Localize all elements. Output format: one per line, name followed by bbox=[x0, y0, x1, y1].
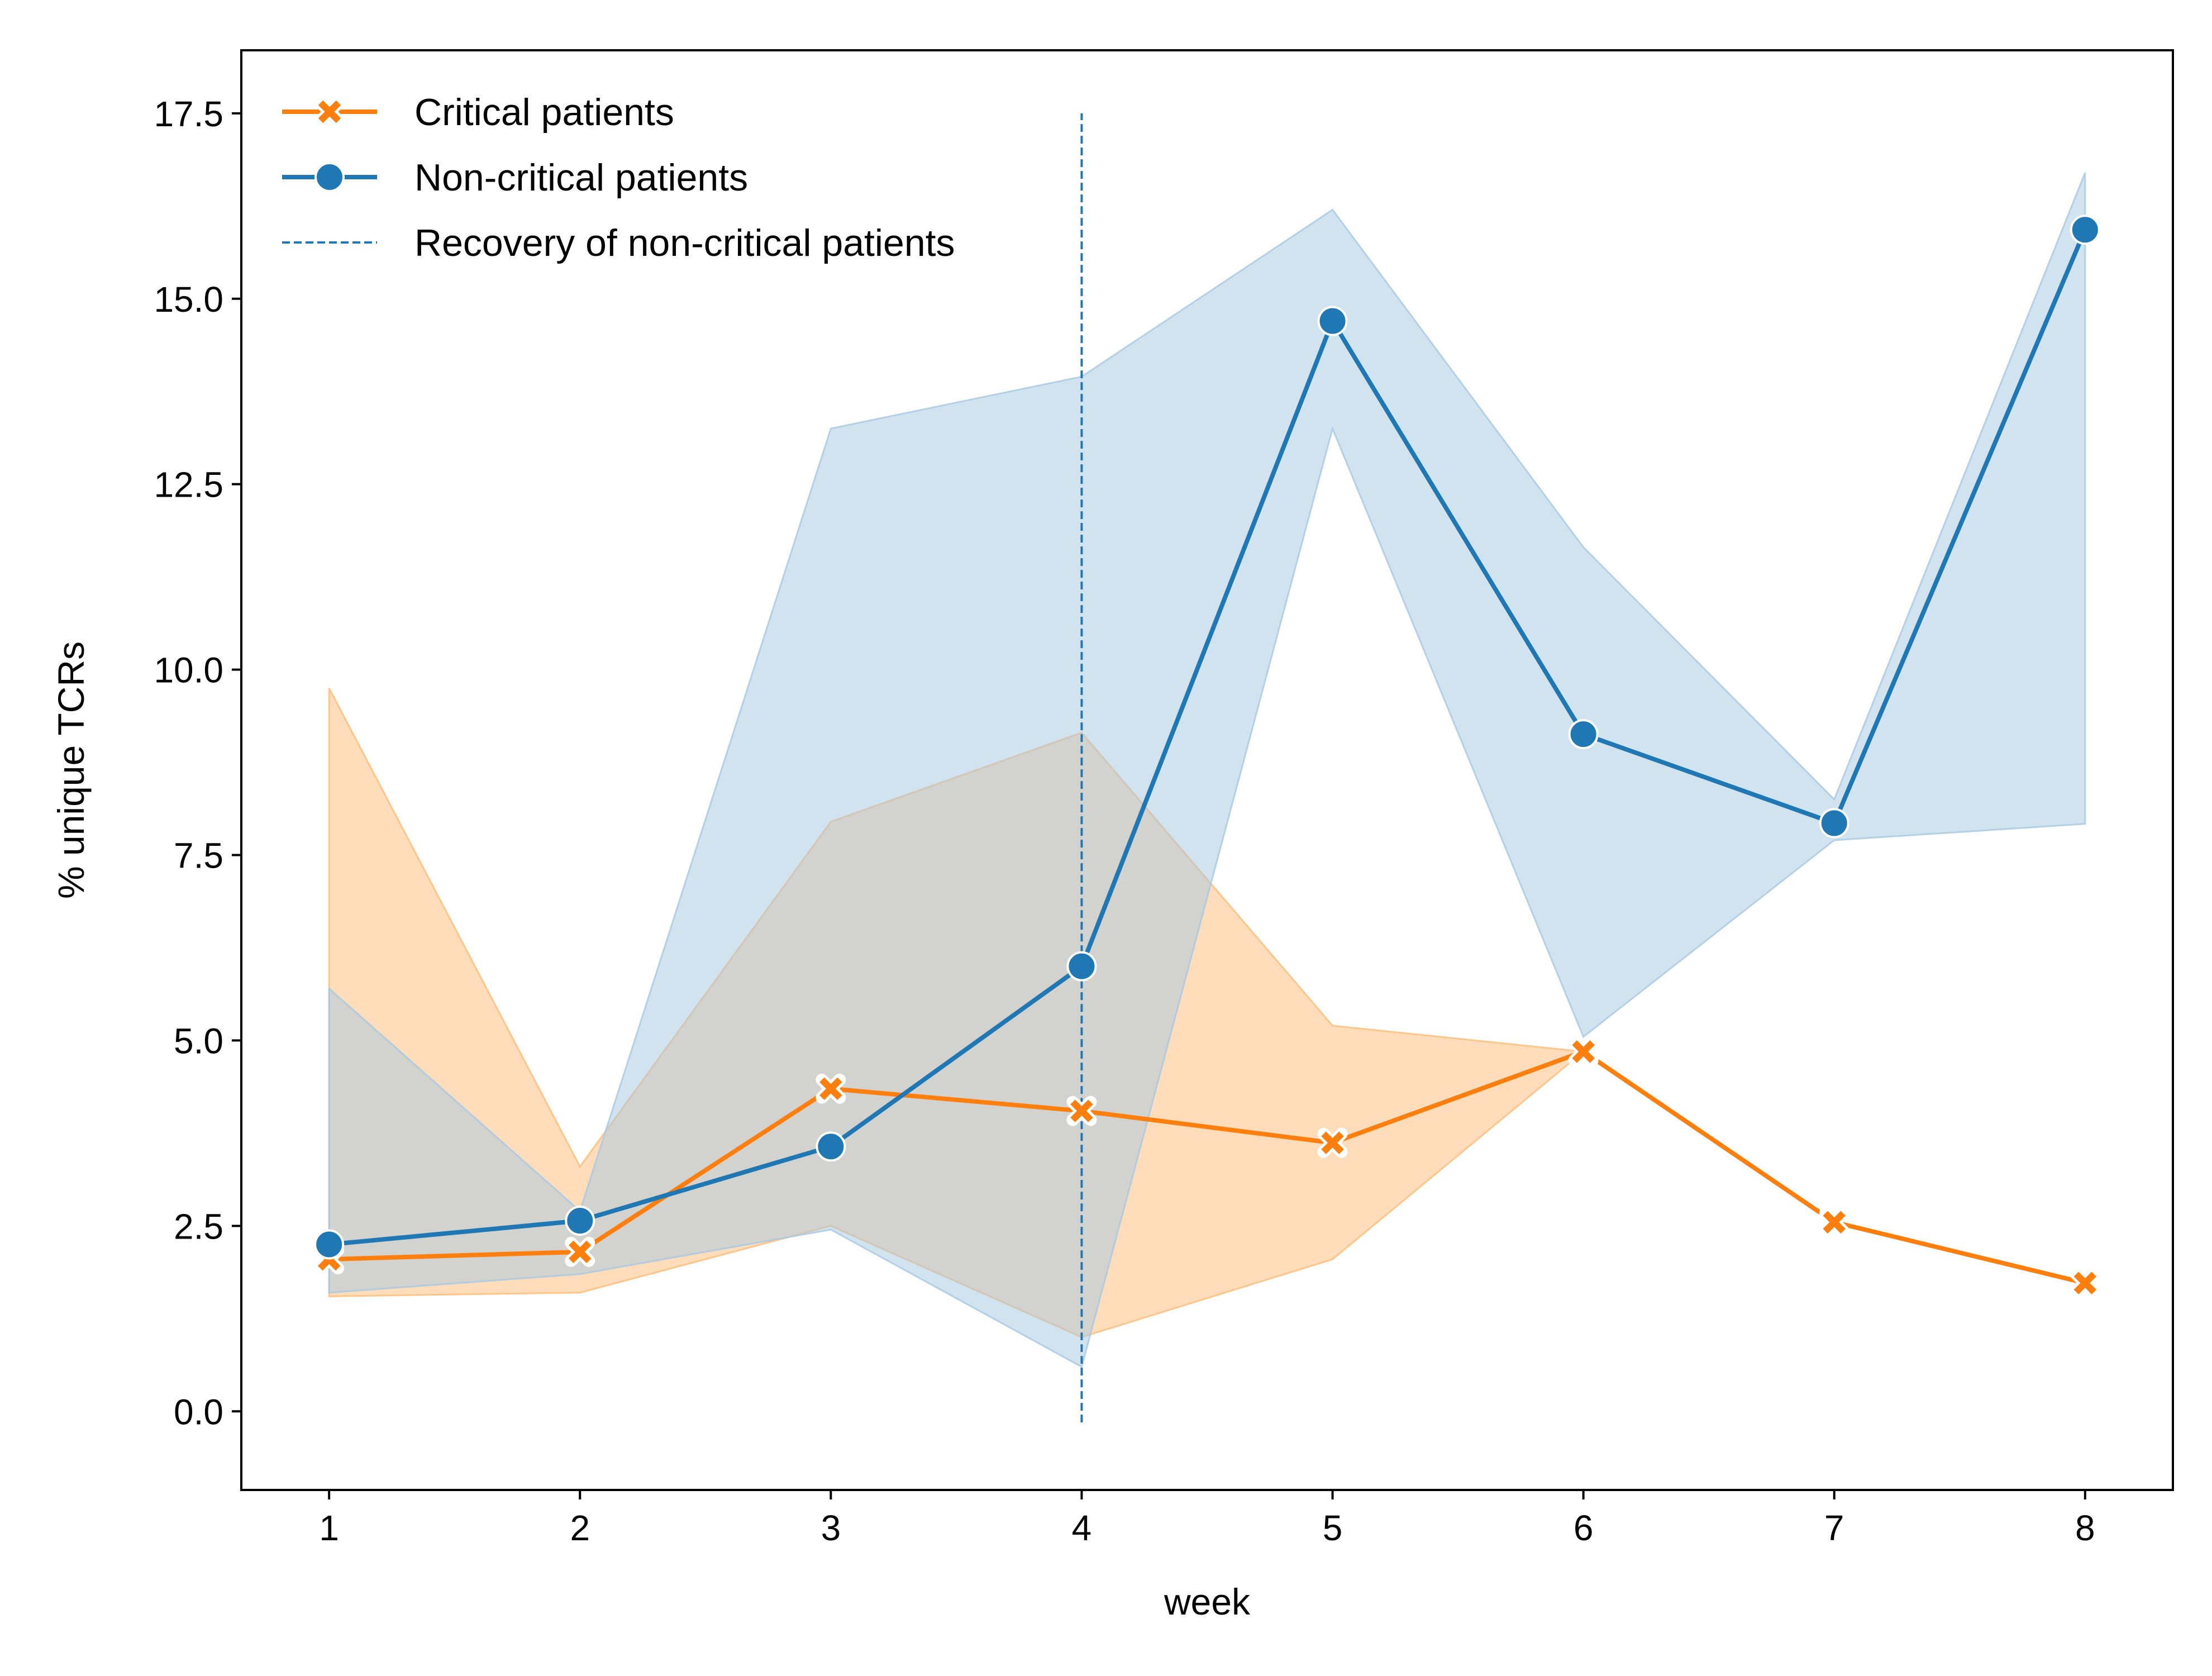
confidence-bands bbox=[328, 172, 2086, 1368]
series-lines bbox=[328, 228, 2087, 1285]
x-tick-label: 8 bbox=[2075, 1508, 2095, 1548]
x-tick-label: 5 bbox=[1323, 1508, 1343, 1548]
x-tick-label: 3 bbox=[821, 1508, 841, 1548]
data-point-s2-2 bbox=[565, 1206, 595, 1236]
legend-label: Non-critical patients bbox=[414, 156, 748, 199]
x-axis-label: week bbox=[1164, 1581, 1251, 1622]
legend-label: Recovery of non-critical patients bbox=[414, 222, 955, 264]
plot-frame bbox=[240, 49, 2174, 1491]
data-point-s1-4 bbox=[1066, 1096, 1097, 1126]
confidence-band-2 bbox=[328, 172, 2086, 1368]
data-point-s1-8 bbox=[2070, 1268, 2100, 1298]
y-tick-label: 2.5 bbox=[174, 1206, 223, 1246]
data-point-s2-8 bbox=[2070, 215, 2100, 245]
series-line-1 bbox=[329, 1049, 2086, 1285]
data-point-s1-7 bbox=[1819, 1207, 1849, 1237]
y-axis-ticks: 0.0 2.5 5.0 7.5 10.0 12.5 15.0 17.5 bbox=[154, 94, 241, 1432]
data-point-s2-7 bbox=[1819, 808, 1849, 839]
data-point-s1-5 bbox=[1317, 1127, 1348, 1158]
y-axis-label: % unique TCRs bbox=[50, 641, 92, 899]
y-tick-label: 17.5 bbox=[154, 94, 223, 134]
legend-marker bbox=[314, 162, 345, 192]
x-axis-ticks: 1 2 3 4 5 6 7 8 bbox=[319, 1490, 2095, 1548]
x-tick-label: 7 bbox=[1824, 1508, 1844, 1548]
data-point-s1-2 bbox=[565, 1236, 595, 1267]
legend: Critical patients Non-critical patients Re… bbox=[282, 91, 955, 264]
legend-label: Critical patients bbox=[414, 91, 674, 134]
data-point-s1-6 bbox=[1568, 1036, 1599, 1067]
data-point-s2-5 bbox=[1317, 306, 1348, 336]
series-line-2 bbox=[328, 228, 2087, 1247]
legend-marker bbox=[314, 97, 345, 127]
x-tick-label: 1 bbox=[319, 1508, 339, 1548]
data-point-s2-4 bbox=[1066, 951, 1097, 982]
data-point-s2-6 bbox=[1568, 719, 1599, 750]
x-tick-label: 4 bbox=[1072, 1508, 1092, 1548]
x-tick-label: 6 bbox=[1574, 1508, 1594, 1548]
data-point-s1-3 bbox=[816, 1073, 846, 1104]
y-tick-label: 15.0 bbox=[154, 279, 223, 320]
x-tick-label: 2 bbox=[570, 1508, 590, 1548]
y-tick-label: 10.0 bbox=[154, 650, 223, 691]
y-tick-label: 7.5 bbox=[174, 836, 223, 876]
data-point-s2-1 bbox=[314, 1229, 345, 1260]
series-markers bbox=[314, 215, 2100, 1298]
y-tick-label: 5.0 bbox=[174, 1021, 223, 1061]
y-tick-label: 12.5 bbox=[154, 465, 223, 505]
data-point-s2-3 bbox=[816, 1131, 846, 1162]
y-tick-label: 0.0 bbox=[174, 1392, 223, 1432]
